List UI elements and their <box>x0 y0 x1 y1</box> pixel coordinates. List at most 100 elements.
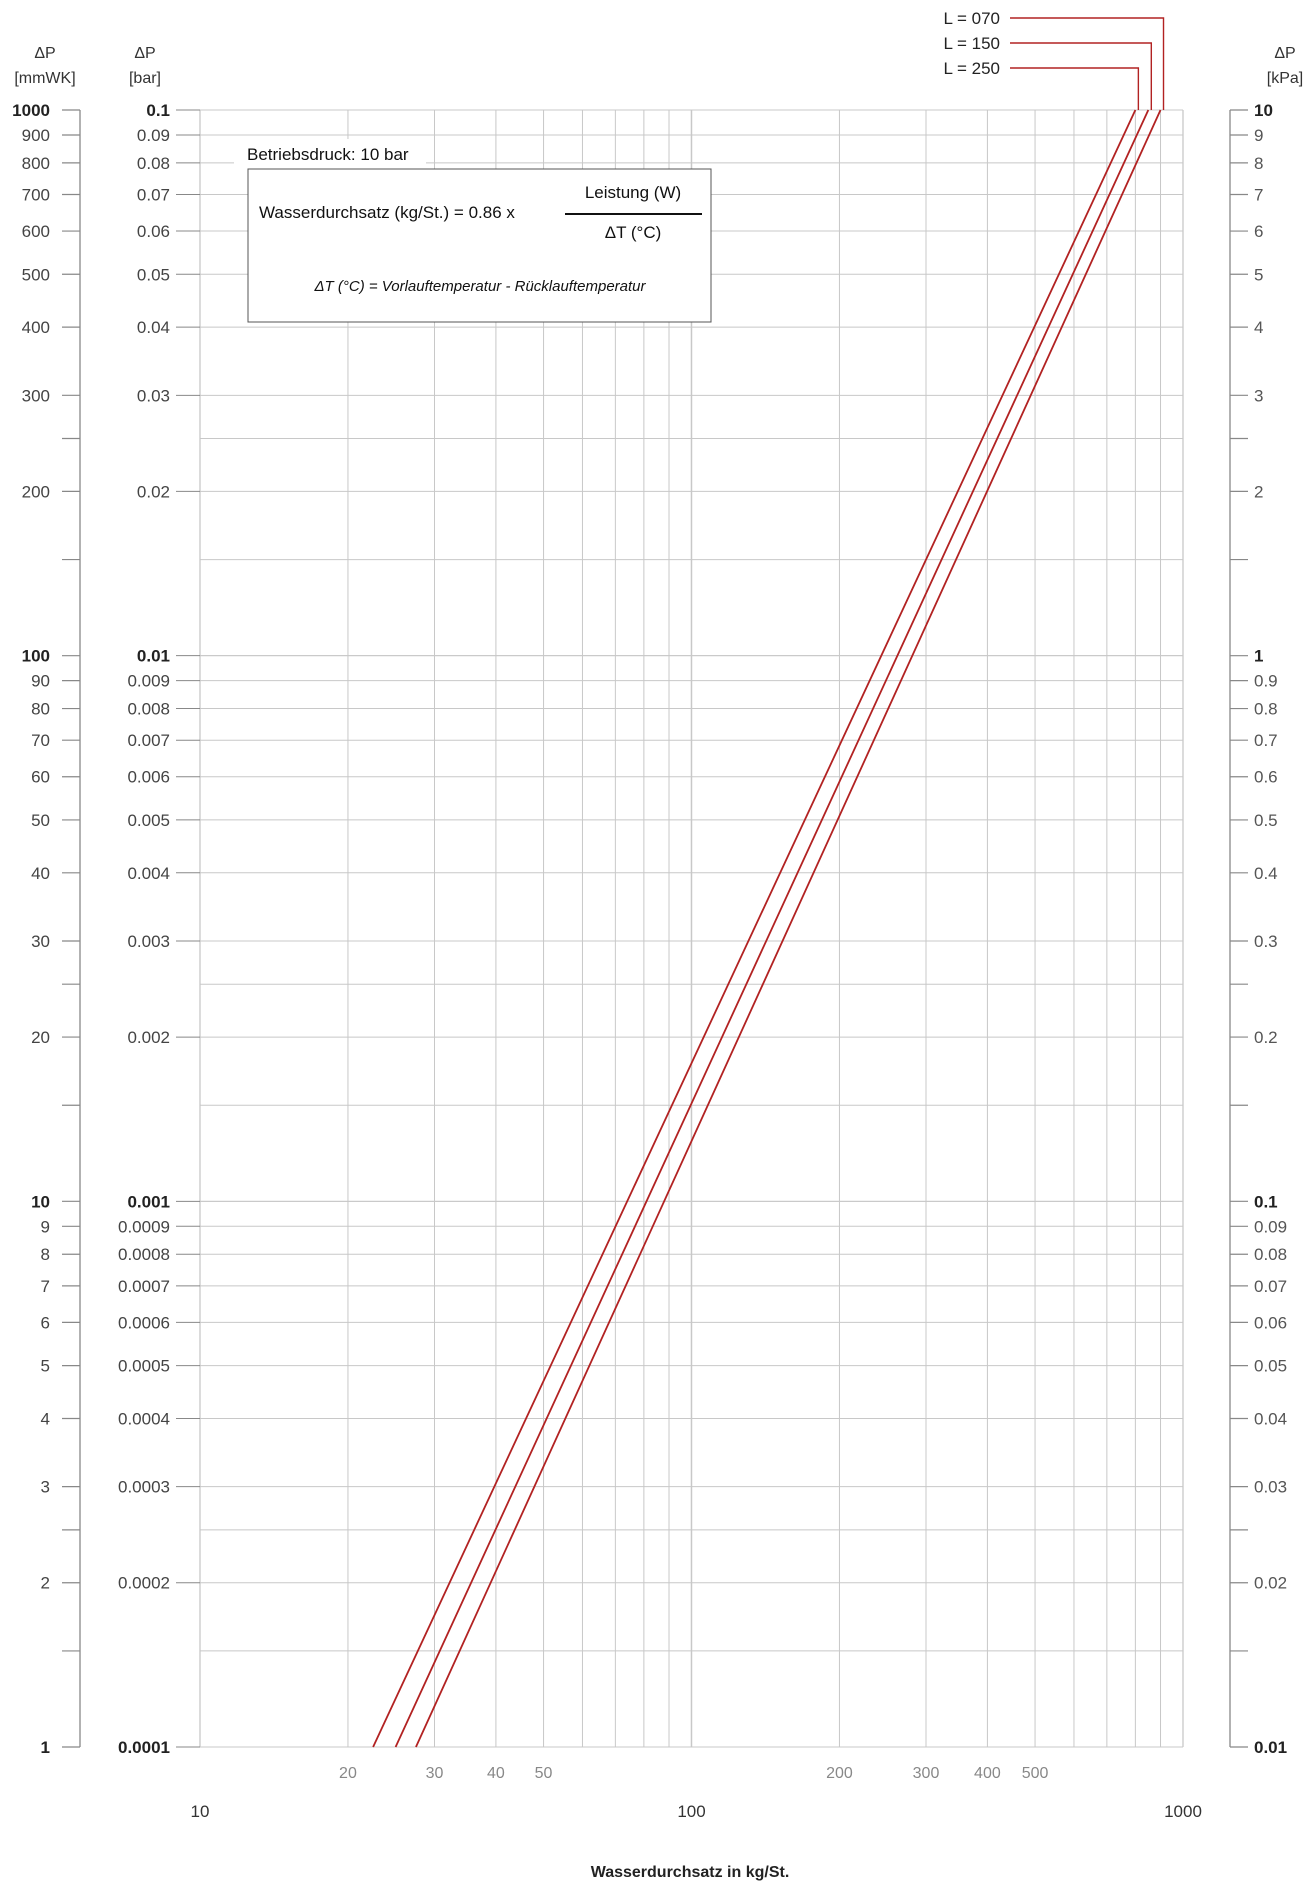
bar-tick-label: 0.001 <box>127 1192 170 1211</box>
mmwk-tick-label: 40 <box>31 864 50 883</box>
mmwk-tick-label: 700 <box>22 186 50 205</box>
x-minor-tick-label: 500 <box>1022 1765 1049 1782</box>
pressure-label: Betriebsdruck: 10 bar <box>247 145 409 164</box>
x-minor-tick-label: 50 <box>535 1765 553 1782</box>
mmwk-tick-label: 2 <box>41 1574 50 1593</box>
bar-tick-label: 0.02 <box>137 482 170 501</box>
mmwk-tick-label: 100 <box>22 647 50 666</box>
bar-tick-label: 0.04 <box>137 318 170 337</box>
mmwk-tick-label: 70 <box>31 731 50 750</box>
kpa-tick-label: 2 <box>1254 482 1263 501</box>
kpa-tick-label: 0.6 <box>1254 768 1278 787</box>
bar-tick-label: 0.08 <box>137 154 170 173</box>
x-major-tick-label: 10 <box>191 1802 210 1821</box>
mmwk-tick-label: 300 <box>22 386 50 405</box>
x-major-tick-label: 100 <box>677 1802 705 1821</box>
kpa-header-2: [kPa] <box>1267 70 1303 87</box>
x-minor-tick-label: 300 <box>913 1765 940 1782</box>
x-minor-tick-label: 30 <box>426 1765 444 1782</box>
mmwk-tick-label: 400 <box>22 318 50 337</box>
kpa-tick-label: 0.7 <box>1254 731 1278 750</box>
kpa-tick-label: 0.3 <box>1254 932 1278 951</box>
kpa-tick-label: 0.08 <box>1254 1245 1287 1264</box>
mmwk-tick-label: 60 <box>31 768 50 787</box>
kpa-tick-label: 0.5 <box>1254 811 1278 830</box>
bar-tick-label: 0.0005 <box>118 1357 170 1376</box>
kpa-tick-label: 0.1 <box>1254 1192 1278 1211</box>
formula-denominator: ΔT (°C) <box>605 223 662 242</box>
bar-tick-label: 0.002 <box>127 1028 170 1047</box>
bar-tick-label: 0.0006 <box>118 1313 170 1332</box>
legend-label-l150: L = 150 <box>943 34 1000 53</box>
kpa-tick-label: 0.05 <box>1254 1357 1287 1376</box>
bar-tick-label: 0.006 <box>127 768 170 787</box>
pressure-annotation: Betriebsdruck: 10 bar <box>234 139 426 169</box>
x-minor-tick-label: 20 <box>339 1765 357 1782</box>
bar-tick-label: 0.0007 <box>118 1277 170 1296</box>
mmwk-tick-label: 1000 <box>12 101 50 120</box>
series-line-l070 <box>372 109 1137 1748</box>
mmwk-tick-label: 200 <box>22 482 50 501</box>
kpa-tick-label: 3 <box>1254 386 1263 405</box>
bar-tick-label: 0.007 <box>127 731 170 750</box>
mmwk-tick-label: 20 <box>31 1028 50 1047</box>
kpa-tick-label: 0.2 <box>1254 1028 1278 1047</box>
kpa-tick-label: 7 <box>1254 186 1263 205</box>
bar-tick-label: 0.01 <box>137 647 170 666</box>
kpa-tick-label: 0.04 <box>1254 1409 1287 1428</box>
bar-tick-label: 0.003 <box>127 932 170 951</box>
mmwk-tick-label: 6 <box>41 1313 50 1332</box>
x-major-tick-label: 1000 <box>1164 1802 1202 1821</box>
mmwk-tick-label: 50 <box>31 811 50 830</box>
kpa-tick-label: 10 <box>1254 101 1273 120</box>
legend-label-l070: L = 070 <box>943 9 1000 28</box>
kpa-tick-label: 0.09 <box>1254 1217 1287 1236</box>
formula-numerator: Leistung (W) <box>585 183 681 202</box>
mmwk-tick-label: 80 <box>31 700 50 719</box>
bar-tick-label: 0.0003 <box>118 1478 170 1497</box>
mmwk-tick-label: 500 <box>22 265 50 284</box>
bar-tick-label: 0.004 <box>127 864 170 883</box>
formula-note: ΔT (°C) = Vorlauftemperatur - Rücklaufte… <box>313 278 646 295</box>
bar-tick-label: 0.0002 <box>118 1574 170 1593</box>
kpa-tick-label: 0.8 <box>1254 700 1278 719</box>
series-line-l250 <box>415 109 1162 1748</box>
bar-tick-label: 0.008 <box>127 700 170 719</box>
bar-tick-label: 0.06 <box>137 222 170 241</box>
mmwk-tick-label: 30 <box>31 932 50 951</box>
bar-tick-label: 0.03 <box>137 386 170 405</box>
mmwk-tick-label: 10 <box>31 1192 50 1211</box>
mmwk-tick-label: 90 <box>31 672 50 691</box>
mmwk-tick-label: 8 <box>41 1245 50 1264</box>
kpa-tick-label: 0.02 <box>1254 1574 1287 1593</box>
formula-box: Wasserdurchsatz (kg/St.) = 0.86 x Leistu… <box>247 168 712 323</box>
mmwk-tick-label: 9 <box>41 1217 50 1236</box>
bar-header-2: [bar] <box>129 70 161 87</box>
kpa-tick-label: 0.01 <box>1254 1738 1287 1757</box>
bar-tick-label: 0.005 <box>127 811 170 830</box>
kpa-tick-label: 1 <box>1254 647 1263 666</box>
mmwk-tick-label: 7 <box>41 1277 50 1296</box>
kpa-tick-label: 0.03 <box>1254 1478 1287 1497</box>
legend-leader <box>1010 42 1153 110</box>
legend-leader <box>1010 67 1140 110</box>
series-line-l150 <box>394 109 1150 1748</box>
formula-lhs: Wasserdurchsatz (kg/St.) = 0.86 x <box>259 203 515 222</box>
mmwk-header-1: ΔP <box>34 45 55 62</box>
kpa-tick-label: 5 <box>1254 265 1263 284</box>
kpa-tick-label: 0.06 <box>1254 1313 1287 1332</box>
kpa-tick-label: 9 <box>1254 126 1263 145</box>
mmwk-tick-label: 1 <box>41 1738 50 1757</box>
kpa-tick-label: 0.07 <box>1254 1277 1287 1296</box>
x-minor-tick-label: 40 <box>487 1765 505 1782</box>
kpa-tick-label: 8 <box>1254 154 1263 173</box>
kpa-tick-label: 0.9 <box>1254 672 1278 691</box>
bar-tick-label: 0.05 <box>137 265 170 284</box>
kpa-tick-label: 0.4 <box>1254 864 1278 883</box>
bar-header-1: ΔP <box>134 45 155 62</box>
mmwk-tick-label: 800 <box>22 154 50 173</box>
bar-tick-label: 0.0008 <box>118 1245 170 1264</box>
bar-tick-label: 0.0009 <box>118 1217 170 1236</box>
